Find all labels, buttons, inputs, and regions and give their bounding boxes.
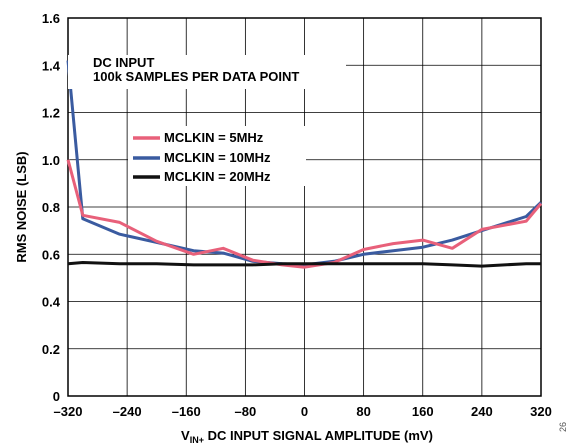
y-tick-label: 1.4 (42, 58, 61, 73)
x-tick-label: –320 (54, 404, 83, 419)
y-tick-label: 0.4 (42, 295, 61, 310)
figure-id: 26 (558, 422, 568, 432)
y-tick-label: 0.6 (42, 247, 60, 262)
x-tick-label: 320 (530, 404, 552, 419)
x-tick-label: 80 (356, 404, 370, 419)
y-tick-label: 1.0 (42, 153, 60, 168)
x-tick-label: –80 (235, 404, 257, 419)
x-tick-label: –240 (113, 404, 142, 419)
y-tick-label: 0.2 (42, 342, 60, 357)
y-tick-label: 0.8 (42, 200, 60, 215)
y-tick-label: 1.2 (42, 106, 60, 121)
legend-label-20mhz: MCLKIN = 20MHz (164, 169, 271, 184)
x-tick-label: 240 (471, 404, 493, 419)
annotation-box: DC INPUT 100k SAMPLES PER DATA POINT (68, 55, 346, 89)
series-line-20mhz (67, 261, 541, 268)
y-axis-title: RMS NOISE (LSB) (14, 151, 29, 262)
y-tick-labels: 0 0.2 0.4 0.6 0.8 1.0 1.2 1.4 1.6 (42, 11, 61, 404)
x-tick-labels: –320 –240 –160 –80 0 80 160 240 320 (54, 404, 552, 419)
plot-frame (67, 17, 542, 397)
x-axis-title-rest: DC INPUT SIGNAL AMPLITUDE (mV) (204, 428, 433, 443)
y-tick-label: 1.6 (42, 11, 60, 26)
x-tick-label: 160 (412, 404, 434, 419)
legend: MCLKIN = 5MHz MCLKIN = 10MHz MCLKIN = 20… (128, 126, 306, 186)
annotation-line-2: 100k SAMPLES PER DATA POINT (93, 69, 299, 84)
y-tick-label: 0 (53, 389, 60, 404)
legend-label-10mhz: MCLKIN = 10MHz (164, 150, 271, 165)
series-line-5mhz (66, 159, 543, 269)
annotation-line-1: DC INPUT (93, 55, 154, 70)
x-axis-title-subscript: IN+ (190, 435, 204, 444)
x-tick-label: –160 (172, 404, 201, 419)
series-lines (66, 60, 543, 269)
x-tick-label: 0 (301, 404, 308, 419)
x-axis-title: VIN+ DC INPUT SIGNAL AMPLITUDE (mV) (181, 428, 433, 444)
legend-label-5mhz: MCLKIN = 5MHz (164, 130, 264, 145)
x-axis-title-main: V (181, 428, 190, 443)
